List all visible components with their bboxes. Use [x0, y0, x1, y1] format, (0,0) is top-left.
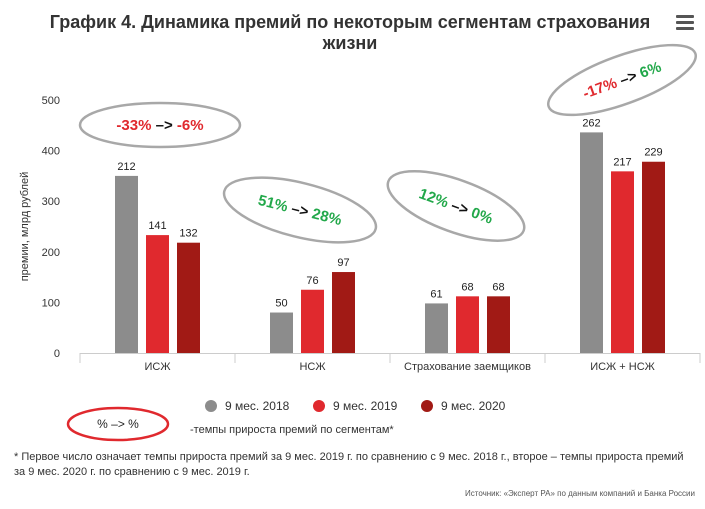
- growth-annotation: 12% –> 0%: [386, 170, 526, 242]
- annotation-ellipse: [386, 170, 526, 242]
- source-note: Источник: «Эксперт РА» по данным компани…: [465, 489, 695, 498]
- y-tick-label: 400: [42, 146, 60, 158]
- y-tick-label: 0: [54, 348, 60, 360]
- bar-data-label: 262: [582, 117, 600, 129]
- legend-item[interactable]: 9 мес. 2020: [421, 398, 505, 414]
- bar: [642, 161, 665, 353]
- growth-annotation: 51% –> 28%: [222, 176, 378, 244]
- legend-label: 9 мес. 2018: [225, 399, 290, 413]
- x-tick-label: ИСЖ + НСЖ: [590, 361, 655, 373]
- legend-item[interactable]: 9 мес. 2019: [313, 398, 397, 414]
- x-tick-label: НСЖ: [299, 361, 325, 373]
- bar-data-label: 76: [306, 275, 318, 287]
- bar-data-label: 212: [117, 161, 135, 173]
- bar: [580, 132, 603, 353]
- bar-data-label: 229: [644, 147, 662, 159]
- bar: [456, 296, 479, 353]
- bar-data-label: 68: [492, 281, 504, 293]
- hamburger-menu-icon[interactable]: [676, 15, 694, 31]
- bar: [270, 312, 293, 353]
- bar: [332, 272, 355, 353]
- legend-label: 9 мес. 2019: [333, 399, 398, 413]
- bar-data-label: 217: [613, 156, 631, 168]
- bar: [146, 235, 169, 353]
- annotation-ellipse: [78, 101, 242, 149]
- annotation-text: 51% –> 28%: [256, 192, 343, 229]
- annotation-ellipse: [546, 43, 698, 117]
- legend-marker-icon: [313, 400, 325, 412]
- annotation-text: -33% –> -6%: [116, 117, 203, 134]
- bar: [177, 242, 200, 353]
- y-tick-label: 200: [42, 247, 60, 259]
- y-tick-label: 500: [42, 95, 60, 107]
- bar-data-label: 61: [430, 288, 442, 300]
- key-ellipse: [66, 406, 170, 442]
- growth-annotation: -33% –> -6%: [78, 101, 242, 149]
- bar: [611, 171, 634, 353]
- annotation-key-text: -темпы прироста премий по сегментам*: [190, 424, 394, 436]
- annotation-ellipse: [222, 176, 378, 244]
- chart-title: График 4. Динамика премий по некоторым с…: [49, 12, 651, 53]
- legend-marker-icon: [205, 400, 217, 412]
- x-tick-label: ИСЖ: [144, 361, 170, 373]
- legend-item[interactable]: 9 мес. 2018: [205, 398, 289, 414]
- bar-data-label: 68: [461, 281, 473, 293]
- bar: [487, 296, 510, 353]
- bar-data-label: 50: [275, 298, 287, 310]
- x-tick-label: Страхование заемщиков: [404, 361, 531, 373]
- bar-data-label: 132: [179, 228, 197, 240]
- bar: [115, 175, 138, 353]
- bar-data-label: 97: [337, 257, 349, 269]
- bar: [425, 303, 448, 353]
- y-axis-label: премии, млрд рублей: [19, 172, 31, 282]
- y-tick-label: 100: [42, 297, 60, 309]
- bar-data-label: 141: [148, 220, 166, 232]
- footnote: * Первое число означает темпы прироста п…: [14, 451, 684, 478]
- legend-label: 9 мес. 2020: [441, 399, 506, 413]
- key-symbol: % –> %: [97, 417, 139, 431]
- y-tick-label: 300: [42, 196, 60, 208]
- legend-marker-icon: [421, 400, 433, 412]
- bar: [301, 289, 324, 353]
